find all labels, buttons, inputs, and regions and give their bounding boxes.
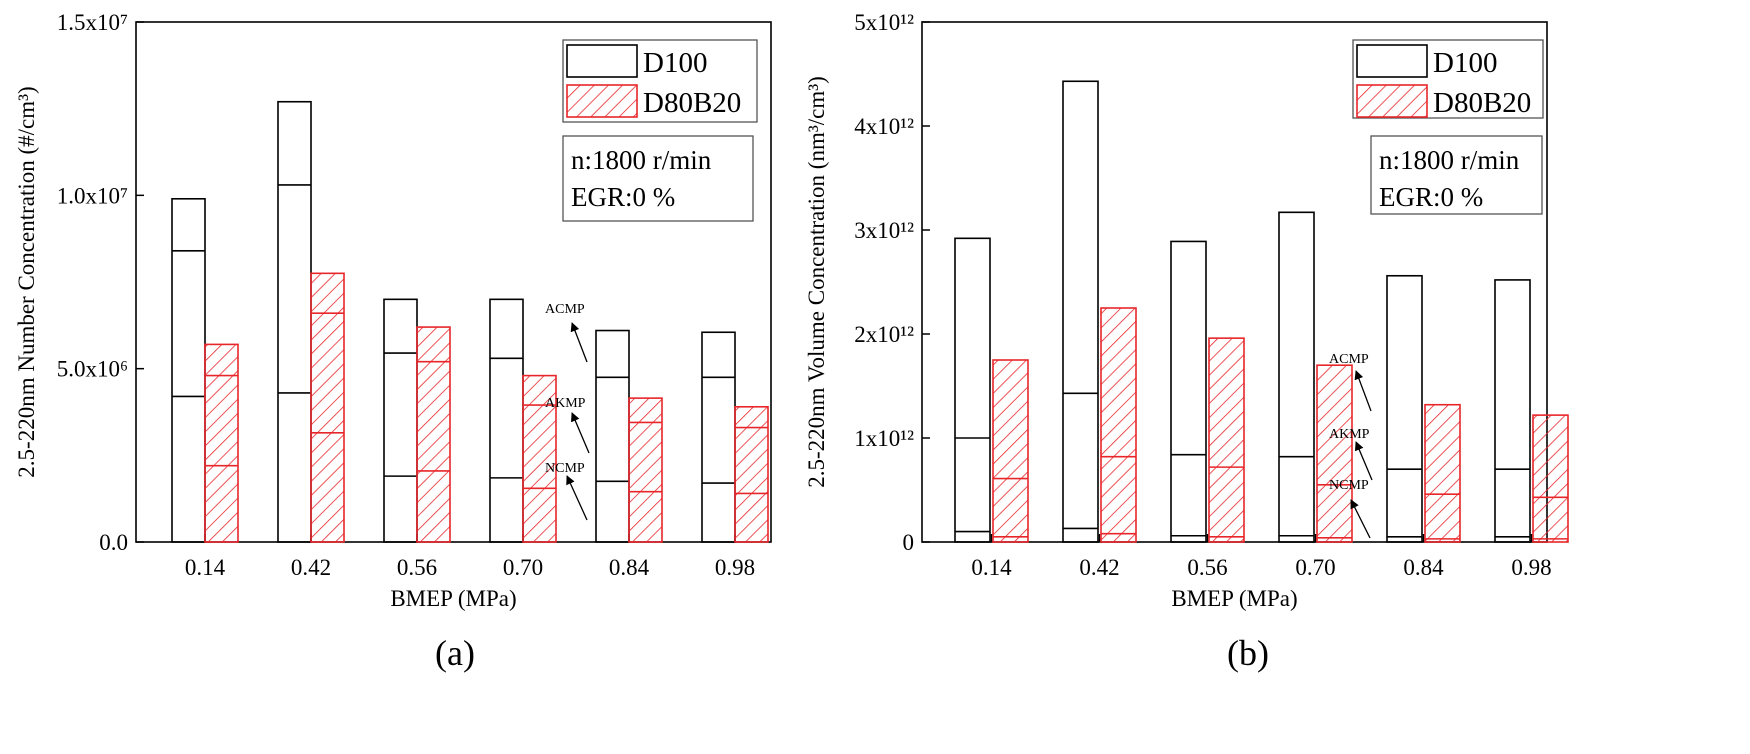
x-tick-label: 0.14 <box>971 555 1012 580</box>
mode-arrow-akmp <box>1354 441 1373 481</box>
x-tick-label: 0.14 <box>185 555 226 580</box>
legend-swatch-d80b20 <box>566 84 638 118</box>
mode-arrow-ncmp <box>1350 499 1371 539</box>
condition-note-line: n:1800 r/min <box>571 145 712 175</box>
legend-label-d100: D100 <box>1433 47 1497 79</box>
y-tick-label: 5.0x10⁶ <box>57 357 128 382</box>
bar-d80b20-0.14 <box>204 343 239 543</box>
x-tick-label: 0.70 <box>1295 555 1335 580</box>
bar-d100-0.56 <box>383 298 418 543</box>
y-tick-label: 2x10¹² <box>854 322 914 347</box>
bar-d100-0.98 <box>701 331 736 543</box>
legend-swatch-d80b20 <box>1356 84 1428 118</box>
mode-label-akmp: AKMP <box>1329 427 1370 442</box>
bar-d100-0.14 <box>954 237 991 543</box>
condition-note-line: n:1800 r/min <box>1379 145 1520 175</box>
legend-swatch-d100 <box>1356 44 1428 78</box>
x-tick-label: 0.70 <box>503 555 543 580</box>
mode-label-ncmp: NCMP <box>545 461 585 476</box>
chart-panel-b: 0 1x10¹² 2x10¹² 3x10¹² 4x10¹² 5x10¹² 0.14 0.42 0… <box>804 10 1569 673</box>
bar-d80b20-0.84 <box>628 397 663 543</box>
mode-arrow-ncmp <box>566 475 588 521</box>
x-tick-label: 0.42 <box>291 555 331 580</box>
bar-d100-0.84 <box>595 329 630 543</box>
y-tick-label: 0 <box>903 530 915 555</box>
x-tick-label: 0.84 <box>609 555 650 580</box>
legend-label-d80b20: D80B20 <box>1433 87 1531 119</box>
y-tick-label: 1x10¹² <box>854 426 914 451</box>
legend: D100 D80B20 <box>1352 39 1544 119</box>
bar-d80b20-0.70 <box>522 374 557 543</box>
bar-d100-0.70 <box>489 298 524 543</box>
x-tick-label: 0.42 <box>1079 555 1119 580</box>
x-tick-label: 0.98 <box>1511 555 1551 580</box>
bar-d100-0.84 <box>1386 274 1423 543</box>
bar-d80b20-0.14 <box>992 359 1029 543</box>
chart-panel-a: 0.0 5.0x10⁶ 1.0x10⁷ 1.5x10⁷ 0.14 0.42 0.56 0.70… <box>14 10 772 673</box>
y-tick-label: 4x10¹² <box>854 114 914 139</box>
legend: D100 D80B20 <box>562 39 758 123</box>
bar-d80b20-0.42 <box>310 272 345 543</box>
condition-note-line: EGR:0 % <box>1379 182 1483 212</box>
y-axis-label: 2.5-220nm Volume Concentration (nm³/cm³) <box>804 76 829 488</box>
x-tick-label: 0.84 <box>1403 555 1444 580</box>
panel-caption: (a) <box>435 633 475 673</box>
mode-label-ncmp: NCMP <box>1329 478 1369 493</box>
bar-d80b20-0.70 <box>1316 364 1353 543</box>
x-tick-label: 0.56 <box>397 555 437 580</box>
bar-d80b20-0.56 <box>416 326 451 543</box>
plot-frame <box>135 21 772 543</box>
y-tick-label: 3x10¹² <box>854 218 914 243</box>
legend-label-d100: D100 <box>643 47 707 79</box>
panel-caption: (b) <box>1227 633 1269 673</box>
x-axis-label: BMEP (MPa) <box>1171 586 1297 611</box>
x-tick-label: 0.56 <box>1187 555 1227 580</box>
bar-d100-0.42 <box>1062 80 1099 543</box>
mode-arrow-akmp <box>571 412 590 454</box>
bar-d80b20-0.56 <box>1208 337 1245 543</box>
x-axis-label: BMEP (MPa) <box>390 586 516 611</box>
mode-label-acmp: ACMP <box>1329 352 1369 367</box>
mode-label-akmp: AKMP <box>545 396 586 411</box>
x-tick-label: 0.98 <box>715 555 755 580</box>
condition-note-box <box>1370 135 1543 215</box>
legend-label-d80b20: D80B20 <box>643 87 741 119</box>
y-tick-label: 1.0x10⁷ <box>57 183 128 208</box>
mode-arrow-acmp <box>570 322 588 363</box>
mode-label-acmp: ACMP <box>545 302 585 317</box>
bar-d80b20-0.84 <box>1424 403 1461 543</box>
condition-note-line: EGR:0 % <box>571 182 675 212</box>
condition-note-box <box>562 135 754 222</box>
mode-arrow-acmp <box>1354 370 1372 412</box>
bar-d100-0.70 <box>1278 211 1315 543</box>
bar-d100-0.42 <box>277 100 312 543</box>
y-tick-label: 1.5x10⁷ <box>57 10 128 35</box>
bar-d80b20-0.98 <box>734 405 769 543</box>
bar-d80b20-0.42 <box>1100 307 1137 543</box>
bar-d100-0.56 <box>1170 240 1207 543</box>
bar-d80b20-0.98 <box>1532 414 1569 543</box>
y-tick-label: 5x10¹² <box>854 10 914 35</box>
bar-d100-0.98 <box>1494 279 1531 543</box>
y-axis-label: 2.5-220nm Number Concentration (#/cm³) <box>14 86 39 477</box>
y-tick-label: 0.0 <box>99 530 128 555</box>
legend-swatch-d100 <box>566 44 638 78</box>
